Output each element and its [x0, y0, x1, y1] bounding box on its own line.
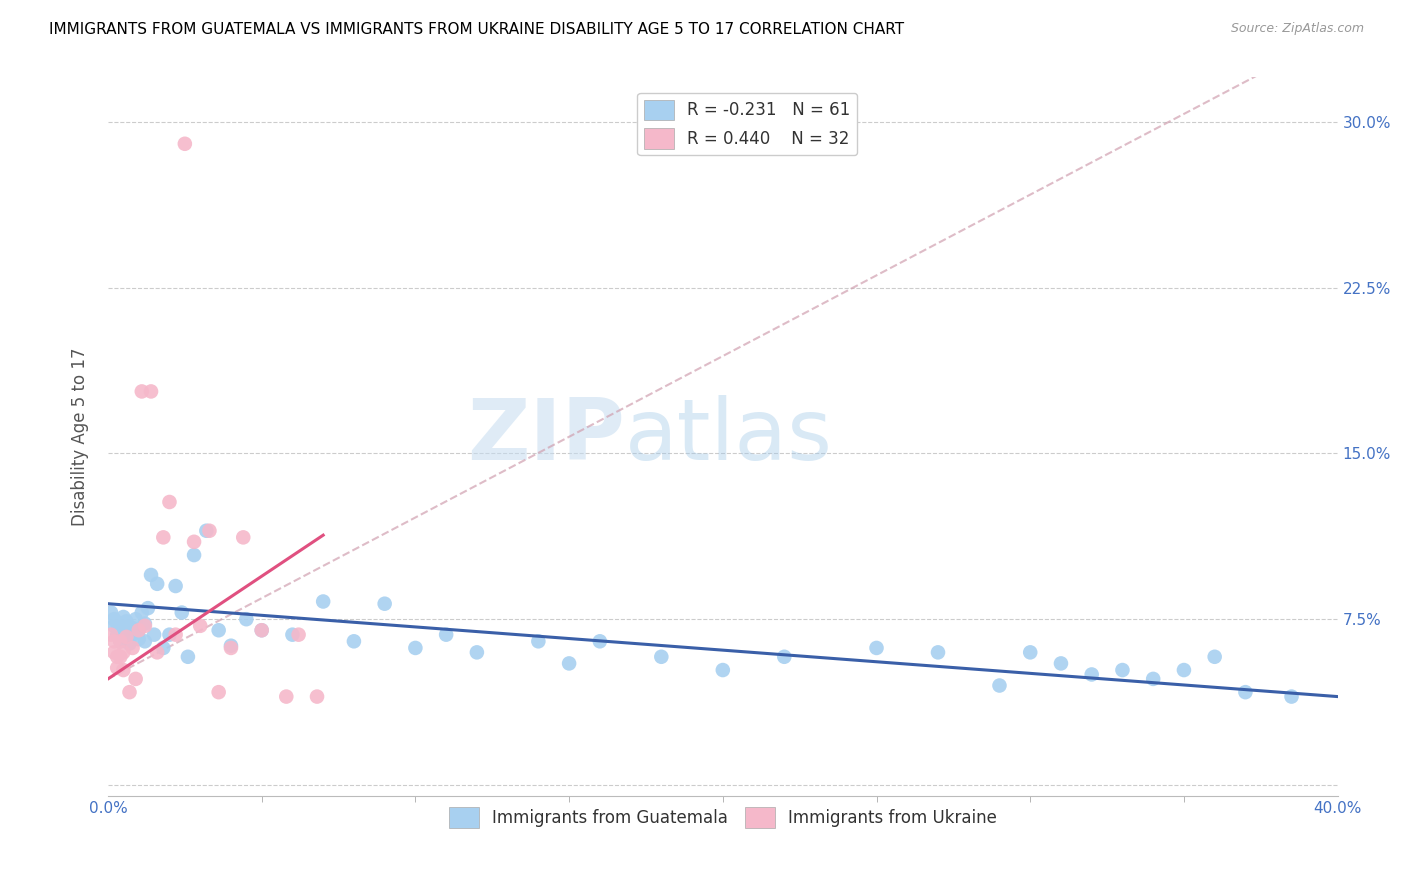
Point — [105, 628, 128, 642]
Point — [173, 136, 195, 151]
Point — [112, 610, 135, 624]
Point — [136, 601, 159, 615]
Text: ZIP: ZIP — [467, 395, 624, 478]
Point — [773, 649, 796, 664]
Point — [208, 685, 231, 699]
Point — [134, 619, 156, 633]
Point — [121, 621, 143, 635]
Point — [118, 624, 141, 638]
Point — [159, 628, 181, 642]
Point — [198, 524, 221, 538]
Point — [219, 639, 242, 653]
Point — [250, 624, 273, 638]
Point — [134, 634, 156, 648]
Point — [1050, 657, 1073, 671]
Point — [465, 645, 488, 659]
Point — [404, 640, 426, 655]
Point — [1281, 690, 1303, 704]
Point — [105, 661, 128, 675]
Point — [527, 634, 550, 648]
Point — [219, 640, 242, 655]
Point — [134, 616, 156, 631]
Point — [711, 663, 734, 677]
Point — [434, 628, 457, 642]
Point — [105, 616, 128, 631]
Point — [115, 615, 138, 629]
Point — [139, 568, 162, 582]
Point — [927, 645, 949, 659]
Point — [250, 624, 273, 638]
Point — [589, 634, 612, 648]
Point — [1111, 663, 1133, 677]
Point — [165, 579, 187, 593]
Point — [128, 632, 150, 646]
Point — [103, 634, 125, 648]
Point — [232, 530, 254, 544]
Point — [115, 628, 138, 642]
Y-axis label: Disability Age 5 to 17: Disability Age 5 to 17 — [72, 348, 89, 526]
Point — [118, 685, 141, 699]
Point — [235, 612, 257, 626]
Point — [183, 548, 205, 562]
Point — [188, 619, 211, 633]
Point — [124, 672, 146, 686]
Point — [281, 628, 304, 642]
Point — [100, 628, 122, 642]
Point — [159, 495, 181, 509]
Point — [177, 649, 200, 664]
Point — [118, 636, 141, 650]
Point — [343, 634, 366, 648]
Point — [558, 657, 581, 671]
Point — [1080, 667, 1102, 681]
Point — [121, 628, 143, 642]
Point — [1142, 672, 1164, 686]
Point — [110, 634, 132, 648]
Point — [1173, 663, 1195, 677]
Point — [165, 628, 187, 642]
Point — [152, 530, 174, 544]
Point — [650, 649, 672, 664]
Text: Source: ZipAtlas.com: Source: ZipAtlas.com — [1230, 22, 1364, 36]
Point — [103, 645, 125, 659]
Point — [124, 612, 146, 626]
Point — [112, 645, 135, 659]
Point — [131, 384, 153, 399]
Point — [139, 384, 162, 399]
Point — [1019, 645, 1042, 659]
Point — [195, 524, 218, 538]
Point — [170, 606, 193, 620]
Point — [152, 640, 174, 655]
Point — [146, 576, 169, 591]
Point — [1204, 649, 1226, 664]
Text: IMMIGRANTS FROM GUATEMALA VS IMMIGRANTS FROM UKRAINE DISABILITY AGE 5 TO 17 CORR: IMMIGRANTS FROM GUATEMALA VS IMMIGRANTS … — [49, 22, 904, 37]
Point — [143, 628, 166, 642]
Point — [988, 679, 1011, 693]
Point — [110, 649, 132, 664]
Point — [103, 612, 125, 626]
Point — [183, 534, 205, 549]
Point — [128, 624, 150, 638]
Point — [103, 619, 125, 633]
Legend: Immigrants from Guatemala, Immigrants from Ukraine: Immigrants from Guatemala, Immigrants fr… — [441, 801, 1004, 835]
Point — [110, 624, 132, 638]
Point — [110, 634, 132, 648]
Point — [865, 640, 887, 655]
Point — [121, 640, 143, 655]
Point — [105, 649, 128, 664]
Point — [287, 628, 309, 642]
Point — [1234, 685, 1257, 699]
Text: atlas: atlas — [624, 395, 832, 478]
Point — [374, 597, 396, 611]
Point — [131, 606, 153, 620]
Point — [112, 619, 135, 633]
Point — [305, 690, 328, 704]
Point — [128, 624, 150, 638]
Point — [100, 606, 122, 620]
Point — [112, 663, 135, 677]
Point — [115, 630, 138, 644]
Point — [208, 624, 231, 638]
Point — [276, 690, 298, 704]
Point — [146, 645, 169, 659]
Point — [312, 594, 335, 608]
